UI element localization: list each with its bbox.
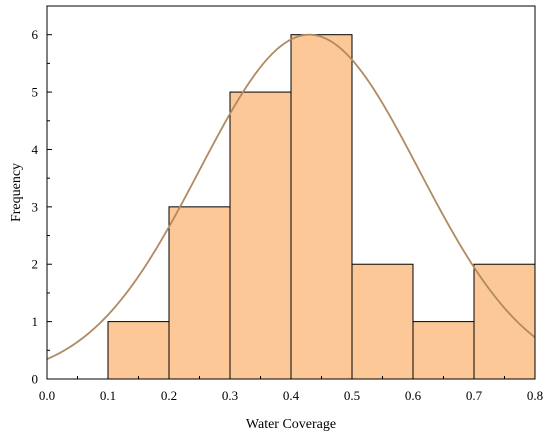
histogram-bar-6 bbox=[412, 321, 475, 380]
y-tick-label: 1 bbox=[32, 314, 39, 329]
x-tick-label: 0.6 bbox=[405, 388, 422, 403]
histogram-bar-4 bbox=[290, 34, 353, 380]
y-tick-label: 0 bbox=[32, 372, 39, 387]
x-tick-label: 0.3 bbox=[222, 388, 238, 403]
histogram-bar-5 bbox=[351, 263, 414, 380]
bars-group bbox=[107, 34, 536, 380]
normal-curve bbox=[46, 33, 536, 360]
histogram-bar-1 bbox=[107, 321, 170, 380]
y-tick-label: 2 bbox=[32, 257, 39, 272]
x-axis-ticks: 0.0 0.1 0.2 0.3 0.4 0.5 0.6 0.7 0.8 bbox=[39, 374, 543, 403]
y-axis-label: Frequency bbox=[9, 163, 24, 222]
y-axis-ticks: 0 1 2 3 4 5 6 bbox=[32, 5, 52, 387]
histogram-bar-2 bbox=[168, 206, 231, 380]
histogram-bar-3 bbox=[229, 91, 292, 380]
x-tick-label: 0.2 bbox=[161, 388, 177, 403]
x-tick-label: 0.5 bbox=[344, 388, 360, 403]
x-tick-label: 0.7 bbox=[466, 388, 483, 403]
x-tick-label: 0.1 bbox=[100, 388, 116, 403]
x-tick-label: 0.8 bbox=[527, 388, 543, 403]
y-tick-label: 3 bbox=[32, 199, 39, 214]
x-tick-label: 0.0 bbox=[39, 388, 55, 403]
x-tick-label: 0.4 bbox=[283, 388, 300, 403]
x-axis-label: Water Coverage bbox=[246, 417, 336, 432]
y-tick-label: 4 bbox=[32, 142, 39, 157]
y-tick-label: 6 bbox=[32, 27, 39, 42]
y-tick-label: 5 bbox=[32, 85, 39, 100]
